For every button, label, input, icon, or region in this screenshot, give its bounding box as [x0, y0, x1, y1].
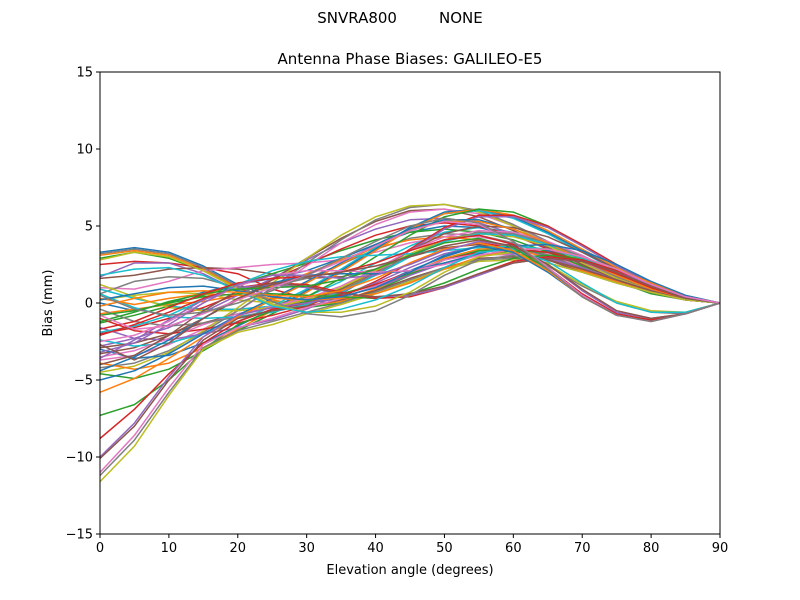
- series-line-39: [99, 259, 721, 483]
- series-line-49: [99, 251, 721, 313]
- y-tick-label: −10: [66, 451, 93, 466]
- y-axis: −15 −10 −5 0 5 10 15: [66, 66, 100, 543]
- suptitle-radome: NONE: [438, 9, 483, 27]
- series-line-32: [99, 220, 721, 393]
- series-layer: [99, 203, 721, 483]
- x-tick-label: 80: [643, 541, 660, 556]
- x-tick-label: 60: [505, 541, 522, 556]
- x-tick-label: 70: [574, 541, 591, 556]
- series-line-19: [99, 203, 721, 374]
- x-axis: 0 10 20 30 40 50 60 70 80 90: [96, 534, 728, 556]
- x-tick-label: 0: [96, 541, 104, 556]
- x-tick-label: 40: [367, 541, 384, 556]
- chart-title: Antenna Phase Biases: GALILEO-E5: [278, 50, 543, 68]
- series-line-46: [99, 257, 721, 366]
- series-line-50: [99, 248, 721, 313]
- series-line-22: [99, 208, 721, 370]
- x-tick-label: 50: [436, 541, 453, 556]
- series-line-12: [99, 236, 721, 315]
- y-tick-label: 10: [76, 143, 93, 158]
- series-line-56: [99, 239, 721, 361]
- y-tick-label: 0: [85, 297, 93, 312]
- x-tick-label: 30: [298, 541, 315, 556]
- y-axis-label: Bias (mm): [41, 270, 56, 337]
- series-line-18: [99, 203, 721, 369]
- x-tick-label: 20: [230, 541, 247, 556]
- series-line-54: [99, 234, 721, 330]
- figure-suptitle: SNVRA800 NONE: [0, 9, 800, 27]
- y-tick-label: 5: [85, 220, 93, 235]
- series-line-40: [99, 245, 721, 334]
- y-tick-label: −15: [66, 528, 93, 543]
- suptitle-station: SNVRA800: [317, 9, 397, 27]
- series-line-44: [99, 256, 721, 337]
- x-axis-label: Elevation angle (degrees): [326, 563, 493, 578]
- x-tick-label: 90: [712, 541, 729, 556]
- x-tick-label: 10: [161, 541, 178, 556]
- series-line-36: [99, 256, 721, 460]
- series-line-55: [99, 240, 721, 354]
- y-tick-label: 15: [76, 66, 93, 81]
- series-line-58: [99, 217, 721, 323]
- y-tick-label: −5: [74, 374, 93, 389]
